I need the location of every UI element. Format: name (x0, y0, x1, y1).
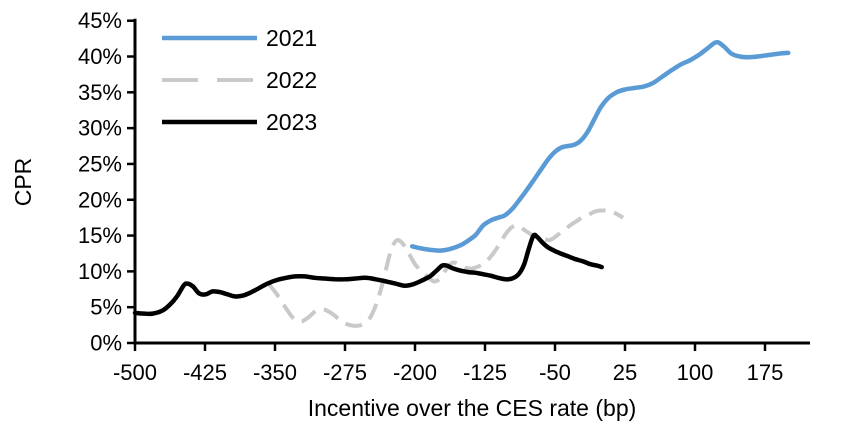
legend-label-2023: 2023 (266, 109, 317, 135)
y-tick-label: 15% (78, 223, 122, 248)
x-tick-label: -500 (113, 360, 157, 385)
x-tick-label: 100 (677, 360, 714, 385)
legend-item-2021: 2021 (162, 25, 317, 51)
x-axis-title: Incentive over the CES rate (bp) (308, 395, 637, 421)
y-tick-label: 5% (90, 295, 122, 320)
x-tick-label: -275 (323, 360, 367, 385)
y-axis-title: CPR (10, 158, 36, 207)
series-2021-line (409, 39, 791, 253)
x-tick-label: -50 (539, 360, 571, 385)
legend: 2021 2022 2023 (162, 25, 317, 135)
x-tick-label: -425 (183, 360, 227, 385)
y-tick-label: 30% (78, 116, 122, 141)
legend-item-2023: 2023 (162, 109, 317, 135)
y-tick-label: 25% (78, 151, 122, 176)
y-tick-label: 20% (78, 187, 122, 212)
x-tick-label: -350 (253, 360, 297, 385)
series-2022-line (266, 208, 625, 328)
axes: 0% 5% 10% 15% 20% 25% 30% 35% 40% 45% -500 -425 -350… (78, 8, 810, 385)
y-tick-label: 45% (78, 8, 122, 33)
legend-label-2021: 2021 (266, 25, 317, 51)
series-2023-line (132, 232, 604, 317)
x-tick-label: -200 (393, 360, 437, 385)
x-tick-label: 175 (747, 360, 784, 385)
legend-item-2022: 2022 (162, 67, 317, 93)
y-tick-label: 35% (78, 80, 122, 105)
y-tick-label: 10% (78, 259, 122, 284)
y-tick-label: 0% (90, 331, 122, 356)
line-series (132, 39, 791, 328)
x-tick-label: 25 (613, 360, 637, 385)
x-tick-label: -125 (463, 360, 507, 385)
y-tick-label: 40% (78, 44, 122, 69)
legend-label-2022: 2022 (266, 67, 317, 93)
